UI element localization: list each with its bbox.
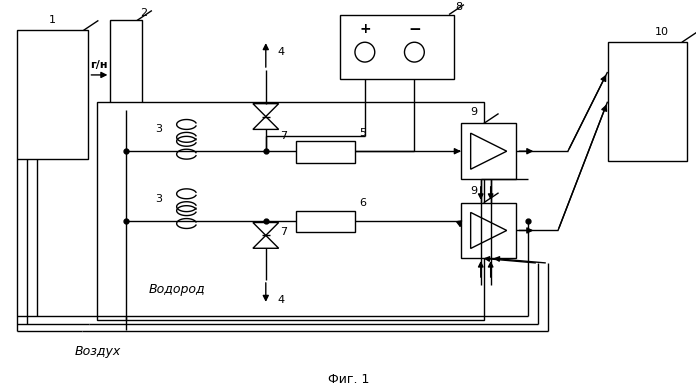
Bar [97, 102, 484, 320]
Bar [110, 21, 142, 109]
Bar [296, 211, 355, 232]
Text: 5: 5 [359, 128, 366, 139]
Text: 7: 7 [280, 132, 287, 141]
Text: 2: 2 [140, 7, 147, 17]
Text: +: + [359, 23, 370, 36]
Text: г/н: г/н [91, 60, 108, 70]
Text: 9: 9 [470, 107, 477, 116]
Text: Воздух: Воздух [74, 345, 120, 358]
Text: 4: 4 [277, 295, 284, 305]
Text: −: − [408, 22, 421, 37]
Text: 1: 1 [50, 16, 57, 26]
Bar [340, 14, 454, 79]
Bar [607, 42, 687, 161]
Bar [461, 123, 517, 179]
Text: 6: 6 [359, 198, 366, 208]
Bar [17, 30, 89, 159]
Bar [461, 203, 517, 258]
Bar [296, 141, 355, 163]
Text: 10: 10 [655, 27, 669, 37]
Text: 9: 9 [470, 186, 477, 196]
Text: 7: 7 [280, 227, 287, 237]
Text: Водород: Водород [148, 283, 205, 296]
Text: 3: 3 [155, 125, 162, 134]
Text: 3: 3 [155, 194, 162, 204]
Text: Фиг. 1: Фиг. 1 [329, 372, 370, 386]
Text: 8: 8 [455, 2, 463, 12]
Text: 4: 4 [277, 47, 284, 57]
